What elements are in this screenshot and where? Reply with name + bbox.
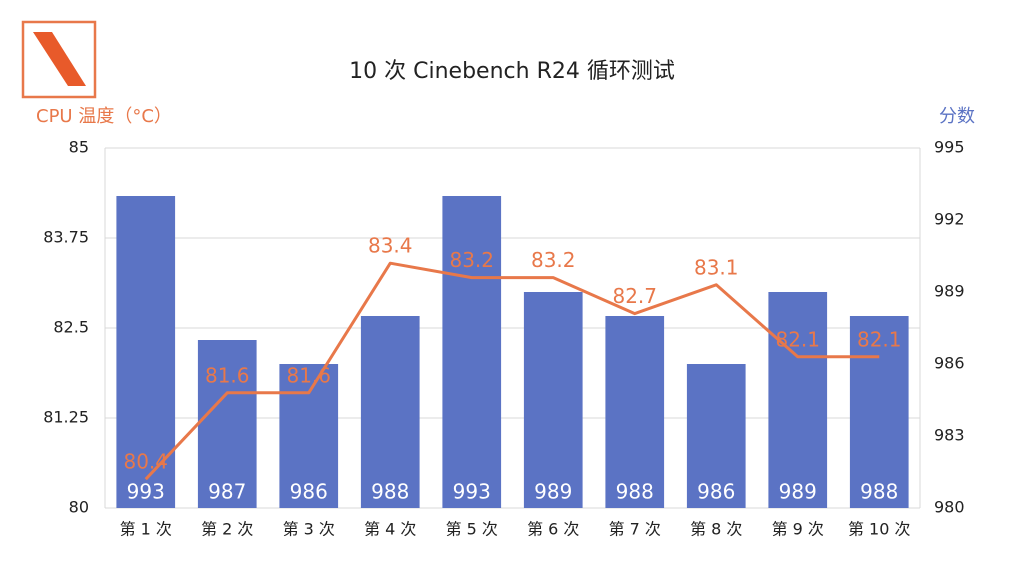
- y2-tick-label: 980: [934, 498, 965, 517]
- y-tick-label: 83.75: [43, 228, 89, 247]
- bar-value-label: 988: [860, 480, 898, 504]
- line-value-label: 83.2: [449, 248, 494, 272]
- y-tick-label: 81.25: [43, 408, 89, 427]
- bar: [849, 316, 909, 508]
- bar: [116, 196, 176, 508]
- x-tick-label: 第 9 次: [772, 520, 824, 539]
- logo-stripe: [33, 32, 86, 86]
- bar: [360, 316, 420, 508]
- line-value-label: 83.2: [531, 248, 576, 272]
- bar-value-label: 986: [290, 480, 328, 504]
- bar: [605, 316, 665, 508]
- y2-tick-label: 992: [934, 210, 965, 229]
- x-tick-label: 第 3 次: [283, 520, 335, 539]
- x-tick-label: 第 10 次: [848, 520, 911, 539]
- x-tick-label: 第 6 次: [527, 520, 579, 539]
- y-axis-title: CPU 温度（°C）: [36, 106, 172, 127]
- x-tick-label: 第 2 次: [201, 520, 253, 539]
- line-value-label: 81.6: [286, 363, 331, 387]
- bar: [279, 364, 339, 508]
- line-value-label: 83.1: [694, 255, 739, 279]
- bar: [768, 292, 828, 508]
- y-tick-label: 80: [69, 498, 89, 517]
- bar: [197, 340, 257, 508]
- line-value-label: 82.7: [612, 284, 657, 308]
- line-value-label: 82.1: [775, 327, 820, 351]
- y2-tick-label: 995: [934, 138, 965, 157]
- bar: [686, 364, 746, 508]
- y2-tick-label: 983: [934, 426, 965, 445]
- line-value-label: 82.1: [857, 327, 902, 351]
- bar: [442, 196, 502, 508]
- bar-value-label: 988: [371, 480, 409, 504]
- line-value-label: 81.6: [205, 363, 250, 387]
- bar-value-label: 988: [616, 480, 654, 504]
- y-tick-label: 85: [69, 138, 89, 157]
- x-tick-label: 第 8 次: [690, 520, 742, 539]
- bar-value-label: 993: [453, 480, 491, 504]
- x-tick-label: 第 5 次: [446, 520, 498, 539]
- x-tick-label: 第 1 次: [120, 520, 172, 539]
- logo: [21, 20, 97, 99]
- x-tick-label: 第 4 次: [364, 520, 416, 539]
- line-value-label: 83.4: [368, 234, 413, 258]
- y2-axis-title: 分数: [939, 106, 975, 127]
- y2-tick-label: 986: [934, 354, 965, 373]
- logo-frame: [21, 20, 97, 99]
- bar: [523, 292, 583, 508]
- y2-tick-label: 989: [934, 282, 965, 301]
- bar-value-label: 987: [208, 480, 246, 504]
- line: [144, 261, 880, 481]
- y-tick-label: 82.5: [53, 318, 89, 337]
- bar-value-label: 989: [779, 480, 817, 504]
- x-tick-label: 第 7 次: [609, 520, 661, 539]
- bar-value-label: 993: [127, 480, 165, 504]
- bar-value-label: 986: [697, 480, 735, 504]
- bar-value-label: 989: [534, 480, 572, 504]
- line-value-label: 80.4: [123, 450, 168, 474]
- chart-title: 10 次 Cinebench R24 循环测试: [349, 59, 675, 84]
